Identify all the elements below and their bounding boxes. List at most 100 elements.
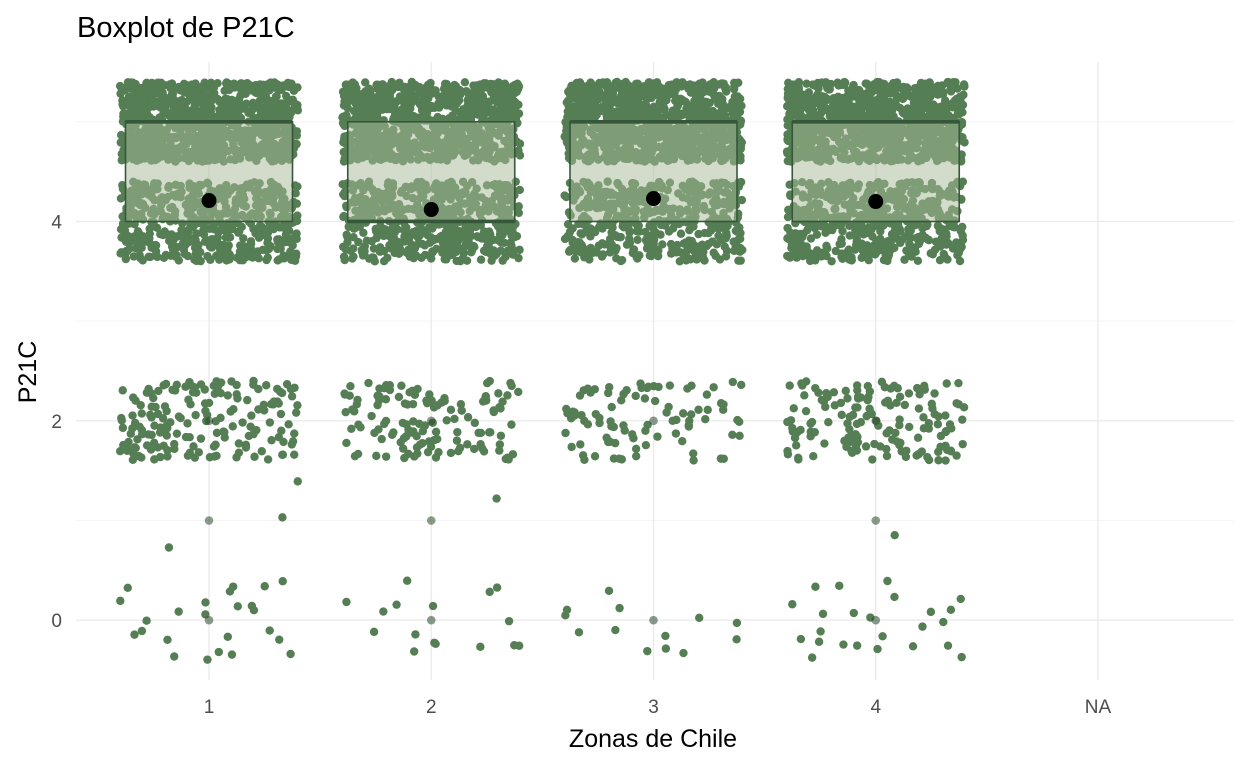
- jitter-point: [442, 86, 451, 96]
- jitter-point: [183, 451, 193, 460]
- jitter-point: [667, 111, 677, 121]
- jitter-point: [162, 406, 171, 416]
- jitter-point: [386, 225, 396, 235]
- jitter-point: [651, 228, 661, 237]
- jitter-point: [462, 87, 471, 96]
- jitter-point: [568, 235, 577, 245]
- jitter-point: [606, 242, 615, 251]
- jitter-point: [250, 452, 259, 461]
- jitter-point: [266, 400, 276, 409]
- jitter-point: [372, 451, 381, 461]
- jitter-point: [131, 109, 140, 119]
- jitter-point: [641, 426, 650, 435]
- jitter-point: [156, 103, 165, 112]
- jitter-point: [494, 389, 503, 398]
- jitter-point: [615, 603, 624, 613]
- jitter-point: [577, 240, 586, 250]
- jitter-point: [347, 424, 356, 433]
- jitter-point: [385, 241, 394, 250]
- jitter-point: [453, 427, 462, 437]
- jitter-point: [729, 84, 739, 94]
- jitter-point: [463, 413, 473, 422]
- jitter-point: [225, 587, 235, 596]
- jitter-point: [273, 244, 282, 254]
- jitter-point: [454, 243, 464, 253]
- jitter-point: [461, 240, 471, 249]
- jitter-point: [592, 110, 601, 120]
- jitter-point: [422, 398, 432, 408]
- jitter-point: [399, 225, 408, 235]
- jitter-point: [398, 418, 408, 428]
- jitter-point: [708, 88, 717, 97]
- jitter-point: [645, 81, 654, 91]
- jitter-point: [496, 431, 506, 440]
- jitter-point: [257, 447, 266, 456]
- jitter-point: [339, 101, 349, 110]
- jitter-point: [509, 83, 519, 93]
- jitter-point: [397, 381, 406, 390]
- jitter-point: [514, 641, 524, 650]
- jitter-point: [153, 252, 162, 262]
- jitter-point: [643, 238, 653, 247]
- jitter-point: [379, 246, 389, 256]
- jitter-point: [661, 644, 671, 653]
- jitter-point: [665, 381, 675, 390]
- jitter-point: [484, 240, 493, 249]
- jitter-point: [457, 406, 466, 415]
- jitter-point: [431, 427, 441, 437]
- jitter-point: [216, 388, 225, 398]
- jitter-point: [631, 79, 641, 89]
- jitter-point: [452, 436, 462, 445]
- jitter-point: [506, 378, 515, 388]
- jitter-point: [446, 405, 456, 415]
- jitter-point: [163, 452, 172, 461]
- jitter-point: [492, 494, 501, 503]
- jitter-point: [221, 233, 231, 242]
- jitter-point: [610, 95, 619, 104]
- jitter-point: [400, 399, 410, 408]
- jitter-point: [607, 402, 616, 412]
- jitter-point: [413, 449, 422, 458]
- jitter-point: [578, 82, 587, 91]
- jitter-point: [561, 428, 570, 438]
- jitter-point: [432, 234, 441, 244]
- jitter-point: [462, 256, 472, 265]
- jitter-point: [274, 433, 284, 442]
- jitter-point: [448, 111, 457, 120]
- jitter-point: [144, 430, 153, 439]
- jitter-point: [442, 416, 451, 425]
- jitter-point: [492, 583, 502, 592]
- jitter-point: [137, 243, 146, 253]
- jitter-point: [163, 635, 172, 645]
- jitter-point: [115, 446, 125, 456]
- jitter-point: [515, 151, 525, 160]
- jitter-point: [381, 452, 391, 461]
- jitter-point: [213, 79, 222, 88]
- jitter-point: [147, 413, 156, 422]
- jitter-point: [137, 91, 147, 100]
- jitter-point: [147, 402, 156, 411]
- jitter-point: [467, 246, 477, 255]
- jitter-point: [627, 91, 636, 100]
- jitter-point: [350, 451, 360, 461]
- jitter-point: [142, 388, 152, 397]
- jitter-point: [213, 94, 223, 104]
- jitter-point: [423, 84, 433, 93]
- jitter-point: [489, 407, 499, 417]
- jitter-point: [637, 383, 646, 393]
- jitter-point: [346, 382, 355, 391]
- jitter-point: [737, 195, 747, 205]
- jitter-point: [496, 404, 505, 413]
- jitter-point: [664, 402, 673, 412]
- jitter-point: [495, 440, 505, 449]
- jitter-point: [579, 108, 588, 117]
- jitter-point: [606, 109, 616, 118]
- jitter-point: [398, 104, 407, 114]
- jitter-point: [734, 235, 743, 244]
- jitter-point: [264, 112, 273, 121]
- jitter-point: [450, 414, 459, 424]
- jitter-point: [611, 78, 620, 87]
- jitter-point: [339, 212, 348, 221]
- jitter-point: [586, 232, 595, 241]
- jitter-point: [624, 102, 634, 111]
